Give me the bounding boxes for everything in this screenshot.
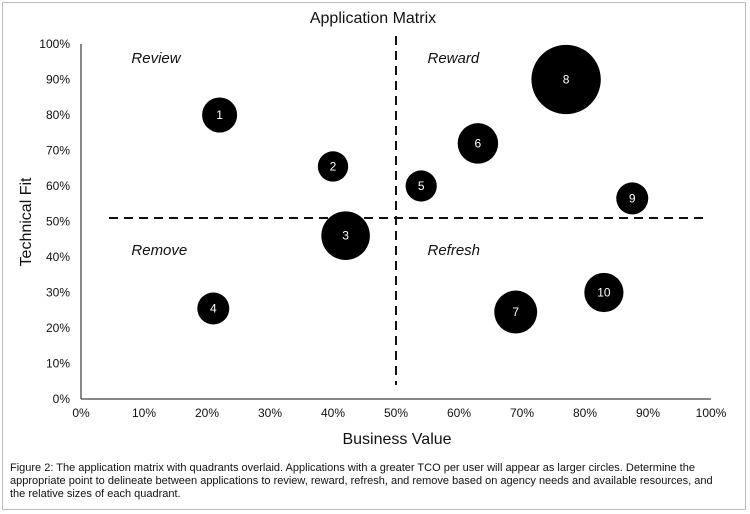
bubble-label: 6: [475, 136, 482, 150]
x-tick-label: 0%: [72, 406, 90, 420]
bubble-label: 7: [512, 305, 519, 319]
bubble-label: 4: [210, 301, 217, 315]
bubble-1: 1: [202, 97, 238, 133]
quadrant-label-remove: Remove: [131, 242, 187, 259]
bubble-10: 10: [584, 272, 624, 313]
bubble-circle: [457, 123, 499, 164]
y-tick-label: 20%: [46, 321, 70, 335]
quadrant-labels: Review Reward Remove Refresh: [131, 50, 480, 259]
quadrant-dividers: [109, 36, 709, 385]
quadrant-label-reward: Reward: [428, 50, 480, 67]
x-tick-label: 70%: [510, 406, 534, 420]
bubble-2: 2: [317, 151, 349, 182]
x-axis-title: Business Value: [342, 431, 451, 448]
x-tick-label: 60%: [447, 406, 471, 420]
bubble-label: 2: [330, 159, 337, 173]
y-tick-label: 90%: [46, 73, 70, 87]
bubble-label: 8: [563, 73, 570, 87]
bubble-label: 1: [216, 108, 223, 122]
x-tick-label: 100%: [696, 406, 727, 420]
y-tick-label: 10%: [46, 357, 70, 371]
bubble-3: 3: [321, 211, 370, 260]
y-tick-label: 40%: [46, 250, 70, 264]
y-tick-label: 70%: [46, 144, 70, 158]
x-tick-label: 80%: [573, 406, 597, 420]
x-tick-labels: 0% 10% 20% 30% 40% 50% 60% 70% 80% 90% 100%: [72, 406, 726, 420]
bubble-label: 5: [418, 179, 425, 193]
y-tick-label: 50%: [46, 215, 70, 229]
bubble-label: 9: [629, 191, 636, 205]
y-tick-label: 60%: [46, 179, 70, 193]
bubble-5: 5: [405, 170, 437, 202]
y-tick-label: 30%: [46, 286, 70, 300]
bubble-circle: [317, 151, 349, 182]
bubble-circle: [494, 290, 538, 334]
figure-caption: Figure 2: The application matrix with qu…: [10, 462, 713, 500]
bubble-circle: [584, 272, 624, 313]
bubbles: 1 2 3 4 5 6 7 8 9 10: [197, 44, 649, 334]
x-tick-label: 50%: [384, 406, 408, 420]
bubble-circle: [202, 97, 238, 133]
y-tick-label: 80%: [46, 108, 70, 122]
bubble-circle: [321, 211, 370, 260]
chart-canvas: Application Matrix 0%10%20%30%40%50%60%7…: [18, 10, 727, 448]
bubble-circle: [616, 182, 649, 215]
x-tick-label: 10%: [132, 406, 156, 420]
bubble-6: 6: [457, 123, 499, 164]
x-tick-label: 20%: [195, 406, 219, 420]
bubble-label: 10: [597, 286, 611, 300]
bubble-circle: [531, 44, 601, 115]
bubble-circle: [197, 292, 230, 325]
bubble-8: 8: [531, 44, 601, 115]
bubble-7: 7: [494, 290, 538, 334]
y-tick-labels: 0% 10% 20% 30% 40% 50% 60% 70% 80% 90% 100%: [39, 37, 70, 406]
quadrant-label-refresh: Refresh: [428, 242, 481, 259]
bubble-label: 3: [342, 229, 349, 243]
bubble-circle: [405, 170, 437, 202]
x-tick-label: 90%: [636, 406, 660, 420]
quadrant-label-review: Review: [131, 50, 181, 67]
chart-title: Application Matrix: [310, 10, 436, 27]
y-tick-label: 100%: [39, 37, 70, 51]
x-tick-label: 30%: [258, 406, 282, 420]
x-tick-label: 40%: [321, 406, 345, 420]
y-axis-title: Technical Fit: [18, 177, 35, 266]
bubble-4: 4: [197, 292, 230, 325]
y-tick-label: 0%: [53, 392, 71, 406]
bubble-9: 9: [616, 182, 649, 215]
